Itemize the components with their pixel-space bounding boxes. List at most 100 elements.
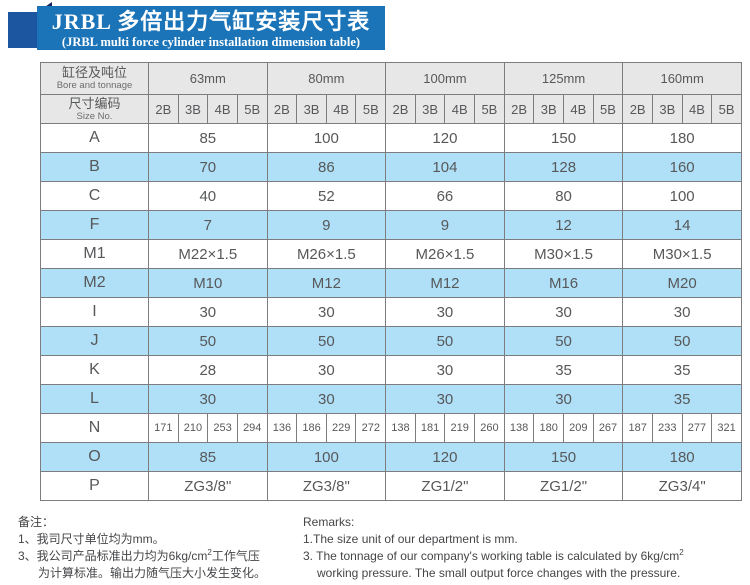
value-cell: M30×1.5 xyxy=(622,239,742,269)
value-cell: 30 xyxy=(385,384,505,414)
superscript-2: 2 xyxy=(679,548,684,557)
value-cell: 171 xyxy=(148,413,179,443)
value-cell: 294 xyxy=(236,413,268,443)
corner-bore-tonnage: 缸径及吨位 Bore and tonnage xyxy=(40,62,149,95)
size-code-header: 4B xyxy=(207,94,238,124)
value-cell: 9 xyxy=(385,210,505,240)
value-cell: 52 xyxy=(266,181,387,211)
corner-bore-tonnage-en: Bore and tonnage xyxy=(56,80,133,91)
value-cell: 50 xyxy=(622,326,742,356)
value-cell: 66 xyxy=(385,181,505,211)
size-code-header: 2B xyxy=(622,94,653,124)
value-cell: 35 xyxy=(622,384,742,414)
value-cell: 180 xyxy=(622,442,742,472)
corner-bore-tonnage-cn: 缸径及吨位 xyxy=(61,65,127,80)
value-cell: 138 xyxy=(385,413,416,443)
remarks-cn-line1: 1、我司尺寸单位均为mm。 xyxy=(18,532,165,546)
superscript-2: 2 xyxy=(207,548,212,557)
value-cell: 40 xyxy=(148,181,268,211)
value-cell: 30 xyxy=(266,384,387,414)
value-cell: 50 xyxy=(266,326,387,356)
value-cell: 120 xyxy=(385,123,505,153)
table-body: A 85 100 120 150 180 B 70 86 104 128 160 C 40 52 66 80 10… xyxy=(40,123,742,501)
row-label-L: L xyxy=(40,384,149,414)
remarks-cn-line3: 为计算标准。输出力随气压大小发生变化。 xyxy=(38,566,267,580)
size-code-header: 5B xyxy=(474,94,505,124)
table-row-P: P ZG3/8" ZG3/8" ZG1/2" ZG1/2" ZG3/4" xyxy=(40,471,742,501)
page-title-cn: JRBL 多倍出力气缸安装尺寸表 xyxy=(51,9,371,34)
value-cell: 35 xyxy=(503,355,624,385)
table-row-M1: M1 M22×1.5 M26×1.5 M26×1.5 M30×1.5 M30×1.5 xyxy=(40,239,742,269)
value-cell: 160 xyxy=(622,152,742,182)
size-code-header: 3B xyxy=(296,94,327,124)
row-label-N: N xyxy=(40,413,149,443)
value-cell: 30 xyxy=(148,384,268,414)
value-cell: 30 xyxy=(503,384,624,414)
value-cell: 253 xyxy=(207,413,238,443)
value-cell: 7 xyxy=(148,210,268,240)
size-code-header: 3B xyxy=(414,94,446,124)
value-cell: 35 xyxy=(622,355,742,385)
remarks-cn-line2: 3、我公司产品标准出力均为6kg/cm2工作气压 xyxy=(18,548,260,564)
value-cell: 138 xyxy=(503,413,535,443)
dimension-table-wrapper: 缸径及吨位 Bore and tonnage 63mm 80mm 100mm 125mm 1… xyxy=(40,62,742,501)
table-row-C: C 40 52 66 80 100 xyxy=(40,181,742,211)
value-cell: M16 xyxy=(503,268,624,298)
size-code-header: 5B xyxy=(236,94,268,124)
value-cell: 70 xyxy=(148,152,268,182)
value-cell: 14 xyxy=(622,210,742,240)
dimension-table: 缸径及吨位 Bore and tonnage 63mm 80mm 100mm 125mm 1… xyxy=(40,62,742,501)
title-banner: JRBL 多倍出力气缸安装尺寸表 (JRBL multi force cylin… xyxy=(37,6,385,50)
row-label-P: P xyxy=(40,471,149,501)
table-head: 缸径及吨位 Bore and tonnage 63mm 80mm 100mm 125mm 1… xyxy=(40,62,742,124)
value-cell: 50 xyxy=(385,326,505,356)
table-row-J: J 50 50 50 50 50 xyxy=(40,326,742,356)
row-label-F: F xyxy=(40,210,149,240)
size-code-header: 5B xyxy=(711,94,742,124)
value-cell: 209 xyxy=(563,413,594,443)
value-cell: M26×1.5 xyxy=(385,239,505,269)
value-cell: 219 xyxy=(444,413,476,443)
value-cell: 136 xyxy=(266,413,298,443)
group-header-63mm: 63mm xyxy=(148,62,268,95)
size-code-header: 4B xyxy=(563,94,594,124)
value-cell: ZG1/2" xyxy=(503,471,624,501)
value-cell: 30 xyxy=(385,355,505,385)
table-row-F: F 7 9 9 12 14 xyxy=(40,210,742,240)
value-cell: 180 xyxy=(622,123,742,153)
value-cell: 100 xyxy=(622,181,742,211)
ribbon-square xyxy=(8,12,40,48)
size-code-header: 2B xyxy=(266,94,298,124)
size-code-header: 3B xyxy=(651,94,683,124)
remarks-en-line1: 1.The size unit of our department is mm. xyxy=(303,532,518,546)
value-cell: 80 xyxy=(503,181,624,211)
value-cell: 229 xyxy=(325,413,357,443)
value-cell: 267 xyxy=(592,413,624,443)
value-cell: 30 xyxy=(266,297,387,327)
row-label-A: A xyxy=(40,123,149,153)
value-cell: ZG3/4" xyxy=(622,471,742,501)
value-cell: 128 xyxy=(503,152,624,182)
header-row-size-codes: 尺寸编码 Size No. 2B 3B 4B 5B 2B 3B 4B 5B 2B 3B 4B 5B 2B 3B… xyxy=(40,94,742,124)
corner-size-no: 尺寸编码 Size No. xyxy=(40,94,149,124)
value-cell: M12 xyxy=(266,268,387,298)
value-cell: M26×1.5 xyxy=(266,239,387,269)
value-cell: 277 xyxy=(681,413,713,443)
value-cell: 30 xyxy=(503,297,624,327)
value-cell: 210 xyxy=(177,413,209,443)
table-row-N: N 171 210 253 294 136 186 229 272 138 181 219 260 138… xyxy=(40,413,742,443)
value-cell: M10 xyxy=(148,268,268,298)
value-cell: 100 xyxy=(266,123,387,153)
value-cell: M20 xyxy=(622,268,742,298)
value-cell: 187 xyxy=(622,413,653,443)
value-cell: 321 xyxy=(711,413,742,443)
row-label-K: K xyxy=(40,355,149,385)
row-label-I: I xyxy=(40,297,149,327)
value-cell: 85 xyxy=(148,123,268,153)
value-cell: ZG1/2" xyxy=(385,471,505,501)
size-code-header: 3B xyxy=(533,94,565,124)
group-header-125mm: 125mm xyxy=(503,62,624,95)
value-cell: 100 xyxy=(266,442,387,472)
value-cell: 150 xyxy=(503,442,624,472)
remarks-en-line3: working pressure. The small output force… xyxy=(317,566,681,580)
